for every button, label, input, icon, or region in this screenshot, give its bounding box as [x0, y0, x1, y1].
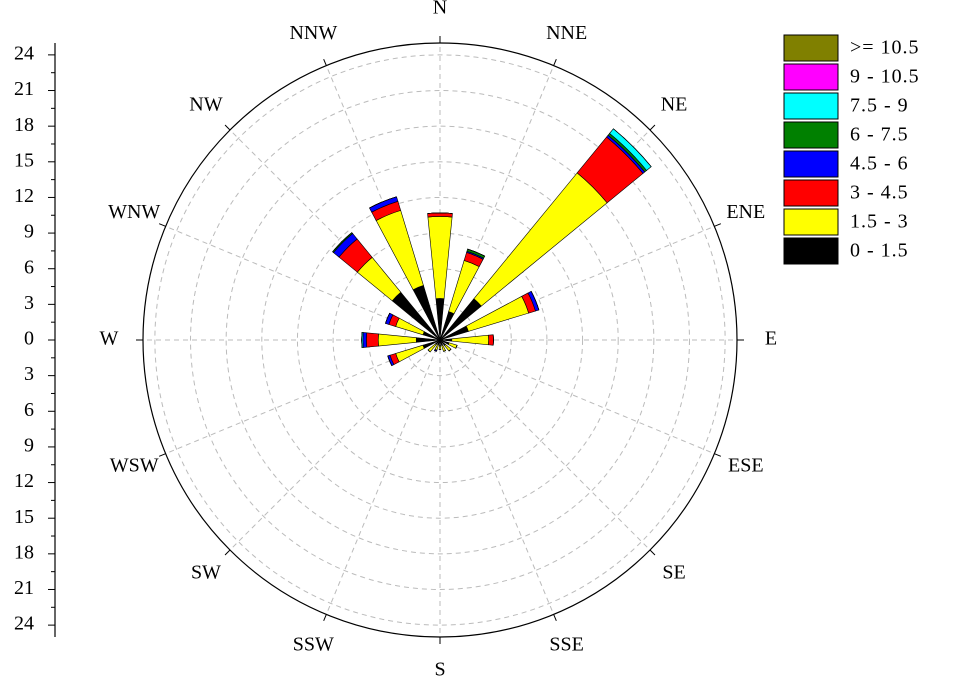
grid-circle	[154, 54, 726, 626]
direction-tick	[224, 549, 231, 556]
grid-spoke	[439, 339, 715, 455]
petal-segment	[366, 332, 379, 348]
petal-segment	[434, 350, 437, 352]
legend-swatch	[783, 63, 839, 91]
petal-segment	[385, 312, 390, 324]
petal-segment	[488, 334, 494, 346]
direction-tick	[553, 614, 557, 622]
r-tick-label: 18	[14, 541, 34, 563]
direction-tick	[649, 124, 656, 131]
petal-segment	[377, 333, 417, 347]
petal-segment	[443, 350, 446, 352]
legend-label: 1.5 - 3	[850, 211, 909, 233]
r-tick-label: 18	[14, 114, 34, 136]
legend-swatch	[783, 179, 839, 207]
legend-swatch	[783, 92, 839, 120]
r-tick-label: 12	[14, 470, 34, 492]
r-tick-label: 12	[14, 185, 34, 207]
petal-segment	[451, 334, 490, 346]
grid-spoke	[439, 339, 651, 551]
direction-label: WNW	[108, 201, 160, 223]
petal-segment	[427, 212, 453, 218]
legend-swatch	[783, 150, 839, 178]
direction-tick	[158, 453, 166, 457]
petal-segment	[613, 128, 652, 167]
r-tick-label: 9	[24, 435, 34, 457]
legend-swatch	[783, 237, 839, 265]
legend-label: 6 - 7.5	[850, 124, 909, 146]
direction-tick	[553, 58, 557, 66]
r-tick-label: 9	[24, 221, 34, 243]
r-tick-label: 3	[24, 292, 34, 314]
direction-label: SSW	[293, 633, 334, 655]
legend-swatch	[783, 34, 839, 62]
petal-segment	[438, 345, 442, 350]
legend-label: 9 - 10.5	[850, 66, 920, 88]
r-tick-label: 6	[24, 399, 34, 421]
direction-tick	[323, 614, 327, 622]
grid-circle	[190, 90, 690, 590]
r-tick-label: 24	[14, 613, 34, 635]
direction-label: N	[433, 0, 447, 19]
grid-circle	[296, 196, 584, 484]
grid-circle	[225, 125, 655, 555]
legend-swatch	[783, 121, 839, 149]
r-tick-label: 6	[24, 256, 34, 278]
petal-segment	[362, 332, 368, 348]
direction-label: NNE	[546, 22, 587, 44]
direction-label: SE	[662, 562, 685, 584]
grid-spoke	[229, 339, 441, 551]
legend-label: 7.5 - 9	[850, 95, 909, 117]
grid-circle	[261, 161, 619, 519]
direction-label: NNW	[289, 22, 337, 44]
direction-label: E	[765, 328, 777, 350]
r-tick-label: 15	[14, 149, 34, 171]
direction-label: ESE	[728, 454, 764, 476]
direction-label: NE	[661, 94, 688, 116]
r-tick-label: 21	[14, 78, 34, 100]
grid-spoke	[439, 339, 555, 615]
direction-label: ENE	[726, 201, 765, 223]
petal-segment	[448, 348, 452, 352]
grid-spoke	[325, 339, 441, 615]
direction-tick	[224, 124, 231, 131]
petal-segment	[530, 291, 540, 311]
r-tick-label: 21	[14, 577, 34, 599]
direction-tick	[649, 549, 656, 556]
r-tick-label: 15	[14, 506, 34, 528]
legend-swatch	[783, 208, 839, 236]
direction-label: S	[434, 659, 445, 681]
petal-segment	[427, 216, 453, 299]
direction-tick	[158, 223, 166, 227]
direction-tick	[714, 453, 722, 457]
petal-segment	[447, 342, 458, 349]
direction-label: W	[100, 328, 119, 350]
r-tick-label: 3	[24, 363, 34, 385]
direction-label: SSE	[549, 633, 583, 655]
petal-segment	[369, 196, 397, 209]
direction-tick	[714, 223, 722, 227]
direction-label: WSW	[110, 454, 159, 476]
direction-tick	[323, 58, 327, 66]
petal-segment	[427, 349, 431, 353]
direction-label: SW	[191, 562, 221, 584]
legend-label: 0 - 1.5	[850, 240, 909, 262]
legend-label: >= 10.5	[850, 37, 920, 59]
r-tick-label: 24	[14, 42, 34, 64]
petal-segment	[455, 345, 458, 349]
grid-circle	[332, 232, 548, 448]
legend-label: 3 - 4.5	[850, 182, 909, 204]
petal-segment	[332, 232, 353, 253]
direction-label: NW	[189, 94, 222, 116]
r-tick-label: 0	[24, 328, 34, 350]
legend-label: 4.5 - 6	[850, 153, 909, 175]
